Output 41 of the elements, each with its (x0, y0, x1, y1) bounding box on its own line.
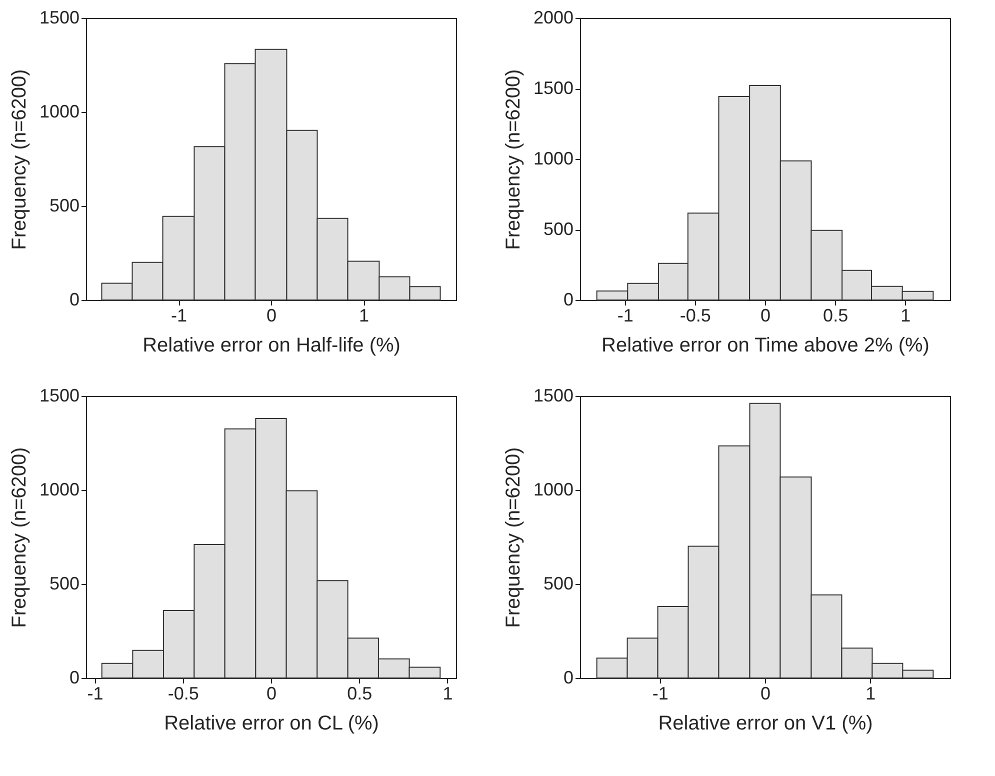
y-tick-label: 1000 (533, 480, 574, 500)
y-tick-label: 1000 (39, 480, 80, 500)
y-tick-label: 1500 (533, 78, 574, 98)
x-axis-title: Relative error on Half-life (%) (142, 334, 400, 356)
x-tick-label: 1 (866, 684, 876, 704)
y-tick-label: 1500 (39, 386, 80, 406)
x-tick-label: -0.5 (168, 684, 199, 704)
x-tick-label: -1 (170, 306, 188, 326)
x-tick-label: -1 (652, 684, 668, 704)
x-tick-label: -1 (87, 684, 104, 704)
y-tick-label: 0 (69, 290, 80, 310)
y-tick-label: 500 (543, 219, 574, 239)
x-tick-label: 0.5 (347, 684, 372, 704)
y-axis-title: Frequency (n=6200) (8, 69, 30, 250)
y-tick-label: 500 (49, 196, 80, 216)
x-tick-label: 1 (900, 306, 911, 326)
y-tick-label: 0 (69, 668, 80, 688)
y-tick-label: 0 (563, 290, 574, 310)
y-tick-label: 1500 (533, 386, 574, 406)
y-axis-title: Frequency (n=6200) (502, 447, 524, 628)
x-tick-label: 0.5 (823, 306, 848, 326)
y-tick-label: 500 (543, 574, 574, 594)
x-axis-title: Relative error on CL (%) (164, 712, 379, 734)
x-tick-label: 0 (266, 306, 277, 326)
x-tick-label: -0.5 (680, 306, 711, 326)
x-tick-label: 0 (760, 684, 771, 704)
y-tick-label: 1000 (39, 102, 80, 122)
x-tick-label: 1 (358, 306, 370, 326)
x-tick-label: 0 (760, 306, 771, 326)
y-axis-title: Frequency (n=6200) (502, 69, 524, 250)
y-tick-label: 1000 (533, 148, 574, 168)
x-tick-label: 1 (442, 684, 453, 704)
y-tick-label: 2000 (533, 8, 574, 28)
y-tick-label: 0 (563, 668, 574, 688)
x-axis-title: Relative error on Time above 2% (%) (602, 334, 930, 356)
x-tick-label: -1 (617, 306, 634, 326)
x-axis-title: Relative error on V1 (%) (658, 712, 873, 734)
y-axis-title: Frequency (n=6200) (8, 447, 30, 628)
x-tick-label: 0 (266, 684, 277, 704)
y-tick-label: 500 (49, 574, 80, 594)
y-tick-label: 1500 (39, 8, 80, 28)
